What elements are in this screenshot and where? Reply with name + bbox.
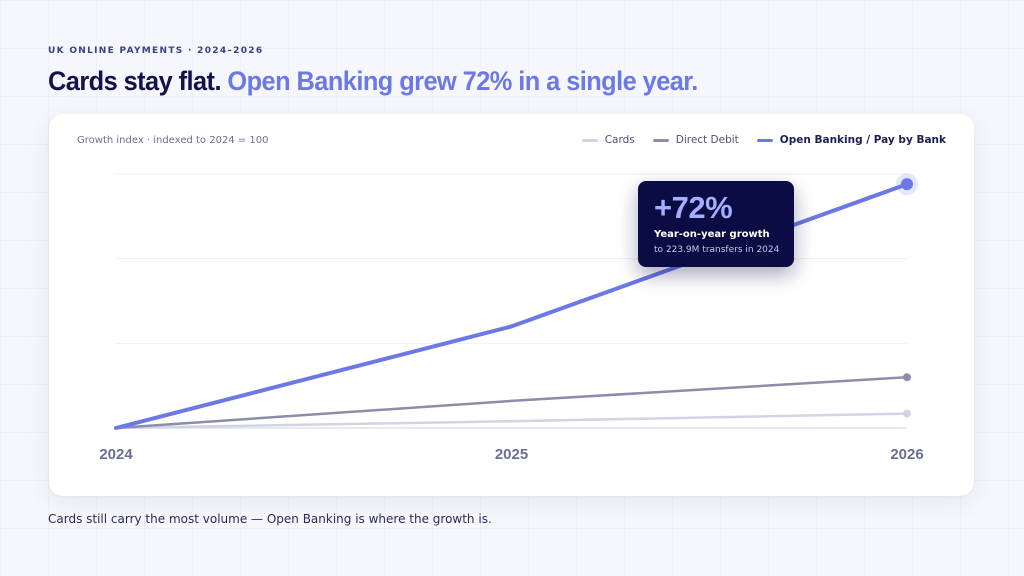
- line-chart: 2024 2025 2026: [99, 173, 924, 463]
- legend-label-cards: Cards: [604, 134, 635, 146]
- end-marker-open-banking: [901, 178, 913, 191]
- end-marker: [903, 373, 911, 382]
- end-marker: [903, 409, 911, 418]
- legend-swatch-direct-debit: [652, 138, 669, 142]
- chart-legend: Cards Direct Debit Open Banking / Pay by…: [581, 134, 946, 146]
- legend-item-direct-debit: Direct Debit: [652, 134, 739, 146]
- x-tick-label: 2024: [99, 446, 133, 463]
- chart-card: Growth index · indexed to 2024 = 100 Car…: [49, 114, 974, 496]
- legend-label-open-banking: Open Banking / Pay by Bank: [779, 134, 946, 146]
- legend-swatch-cards: [581, 138, 598, 142]
- headline-lead: Cards stay flat.: [48, 66, 222, 96]
- callout-subtitle: to 223.9M transfers in 2024: [654, 245, 780, 255]
- x-tick-label: 2026: [890, 446, 923, 463]
- legend-swatch-open-banking: [756, 138, 773, 142]
- x-tick-label: 2025: [495, 446, 528, 463]
- callout-title: Year-on-year growth: [654, 229, 770, 240]
- chart-caption: Cards still carry the most volume — Open…: [48, 512, 492, 526]
- page-headline: Cards stay flat. Open Banking grew 72% i…: [48, 64, 698, 98]
- eyebrow-label: UK ONLINE PAYMENTS · 2024–2026: [48, 46, 264, 56]
- chart-y-label: Growth index · indexed to 2024 = 100: [77, 135, 269, 146]
- headline-accent: Open Banking grew 72% in a single year.: [227, 66, 698, 96]
- legend-label-direct-debit: Direct Debit: [675, 134, 739, 146]
- series-line-cards: [114, 412, 909, 430]
- series-line-direct-debit: [114, 375, 909, 430]
- growth-callout: +72% Year-on-year growth to 223.9M trans…: [638, 181, 794, 267]
- legend-item-cards: Cards: [581, 134, 635, 146]
- callout-value: +72%: [654, 190, 733, 225]
- legend-item-open-banking: Open Banking / Pay by Bank: [756, 134, 946, 146]
